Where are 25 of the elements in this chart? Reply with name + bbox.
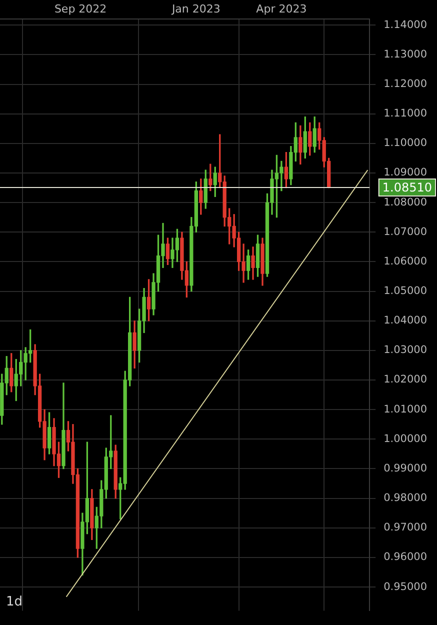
y-tick-label: 1.07000 bbox=[384, 226, 427, 238]
y-tick-label: 0.99000 bbox=[384, 462, 427, 474]
y-tick-label: 1.08000 bbox=[384, 196, 427, 208]
y-tick-label: 1.11000 bbox=[384, 108, 427, 120]
y-tick-label: 1.00000 bbox=[384, 432, 427, 445]
y-tick-label: 0.97000 bbox=[384, 522, 427, 534]
y-tick-label: 1.01000 bbox=[384, 403, 427, 416]
ref-line-label: 1.08510 bbox=[382, 180, 432, 195]
y-tick-label: 1.14000 bbox=[384, 18, 427, 31]
x-tick-label: Sep 2022 bbox=[54, 2, 107, 16]
y-tick-label: 1.09000 bbox=[384, 166, 427, 179]
y-tick-label: 0.95000 bbox=[384, 580, 427, 593]
y-tick-label: 1.05000 bbox=[384, 285, 427, 298]
y-tick-label: 1.10000 bbox=[384, 137, 427, 150]
y-tick-label: 1.03000 bbox=[384, 344, 427, 356]
y-tick-label: 0.98000 bbox=[384, 492, 427, 504]
x-tick-label: Jan 2023 bbox=[170, 2, 220, 16]
y-tick-label: 1.02000 bbox=[384, 374, 427, 386]
x-tick-label: Apr 2023 bbox=[256, 2, 307, 16]
y-tick-label: 0.96000 bbox=[384, 551, 427, 564]
y-tick-label: 1.13000 bbox=[384, 48, 427, 60]
y-tick-label: 1.06000 bbox=[384, 255, 427, 268]
y-tick-label: 1.12000 bbox=[384, 78, 427, 90]
annotation: 1d bbox=[6, 594, 23, 610]
y-tick-label: 1.04000 bbox=[384, 314, 427, 327]
